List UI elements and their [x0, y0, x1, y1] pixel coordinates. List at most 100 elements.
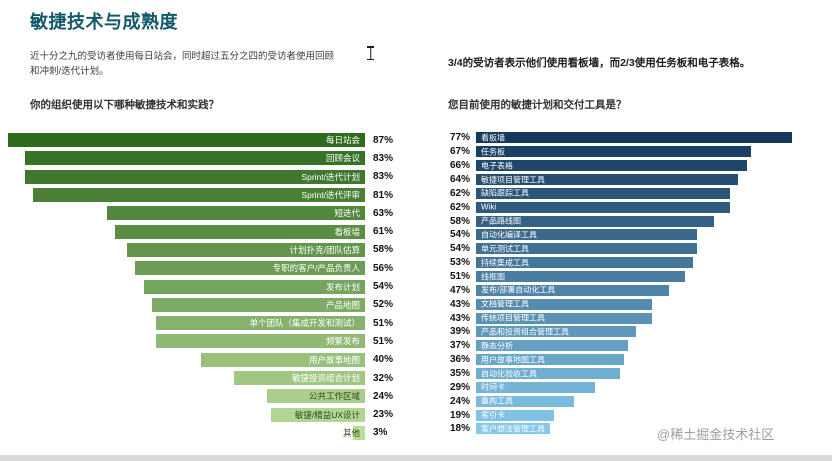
- bar-label: 产品地图: [325, 299, 360, 310]
- bar-row: 43% 传统项目管理工具: [444, 311, 828, 325]
- bar-track: Sprint/迭代计划: [8, 169, 365, 184]
- bar-value: 87%: [373, 134, 394, 146]
- bar-label: 索引卡: [481, 410, 505, 420]
- bar-row: 67% 任务板: [444, 145, 828, 159]
- bar-value: 58%: [449, 215, 470, 227]
- bar-track: 敏捷投资组合计划: [8, 371, 365, 385]
- bar-row: 64% 敏捷项目管理工具: [444, 173, 828, 187]
- bar: 重构工具: [476, 395, 575, 407]
- bar: 敏捷投资组合计划: [233, 371, 365, 385]
- bar-track: 用户故事地图: [8, 352, 365, 367]
- bar-track: 敏捷/精益UX设计: [8, 407, 365, 422]
- bar: 单个团队（集成开发和测试）: [155, 316, 365, 331]
- bar-label: 看板墙: [481, 133, 505, 143]
- bar-label: 计划扑克/团队估算: [289, 244, 360, 255]
- bar-value: 19%: [449, 409, 470, 421]
- bar-label: Wiki: [481, 202, 497, 212]
- bar-track: 其他: [8, 425, 365, 440]
- bar-label: 线框图: [481, 272, 505, 282]
- bar: 用户故事地图工具: [476, 354, 624, 366]
- bar-label: 短迭代: [334, 208, 360, 219]
- bar-track: 看板墙: [8, 224, 365, 239]
- bar-value: 43%: [449, 312, 470, 324]
- bar-row: 58% 产品路线图: [444, 214, 828, 228]
- bar-track: 产品地图: [8, 297, 365, 312]
- bar-value: 63%: [373, 207, 394, 219]
- bar-row: 36% 用户故事地图工具: [444, 353, 828, 367]
- bar-row: 51% 线框图: [444, 270, 828, 284]
- bar-label: 自动化验收工具: [481, 369, 537, 379]
- bar-row: 54% 自动化编译工具: [444, 228, 828, 242]
- bar: 产品路线图: [476, 215, 714, 227]
- bar-value: 32%: [373, 372, 394, 384]
- bar-row: 敏捷/精益UX设计 23%: [8, 405, 408, 423]
- bar: 发布计划: [143, 279, 365, 294]
- bar-row: 62% Wiki: [444, 200, 828, 214]
- bar-label: 敏捷/精益UX设计: [294, 409, 360, 420]
- bar: 回顾会议: [24, 151, 365, 166]
- right-chart-heading: 您目前使用的敏捷计划和交付工具是？: [448, 99, 627, 111]
- bar-label: Sprint/迭代评审: [301, 190, 360, 201]
- bar-label: 单元测试工具: [481, 244, 529, 254]
- bar: Sprint/迭代计划: [24, 169, 365, 184]
- bar: 频繁发布: [155, 334, 365, 349]
- bar: 短迭代: [106, 206, 365, 221]
- bar: 线框图: [476, 271, 686, 283]
- bar: 单元测试工具: [476, 243, 698, 255]
- bar-value: 61%: [373, 226, 394, 238]
- bar: 计划扑克/团队估算: [127, 242, 365, 257]
- bar-row: 单个团队（集成开发和测试） 51%: [8, 314, 408, 332]
- bar-row: 53% 持续集成工具: [444, 256, 828, 270]
- bar-row: 专职的客户/产品负责人 56%: [8, 259, 408, 277]
- bar-value: 53%: [449, 257, 470, 269]
- bar-label: 缺陷跟踪工具: [481, 188, 529, 198]
- bar-track: 回顾会议: [8, 151, 365, 166]
- bar-row: 19% 索引卡: [444, 408, 828, 422]
- bar: 传统项目管理工具: [476, 312, 653, 324]
- bar-value: 35%: [449, 368, 470, 380]
- bar-label: 传统项目管理工具: [481, 313, 545, 323]
- bar-label: 发布计划: [325, 281, 360, 292]
- bar-label: 用户故事地图: [308, 354, 360, 365]
- bar-value: 24%: [449, 395, 470, 407]
- bar-value: 66%: [449, 160, 470, 172]
- bar-label: 发布/部署自动化工具: [481, 285, 556, 295]
- bar-label: 文档管理工具: [481, 299, 529, 309]
- bar-row: 计划扑克/团队估算 58%: [8, 241, 408, 259]
- bar-label: 重构工具: [481, 396, 513, 406]
- bar-value: 81%: [373, 189, 394, 201]
- bar-track: Sprint/迭代评审: [8, 188, 365, 203]
- bar-row: 短迭代 63%: [8, 204, 408, 222]
- bar-label: 时间卡: [481, 382, 505, 392]
- bar-value: 51%: [373, 317, 394, 329]
- bar-value: 51%: [373, 335, 394, 347]
- bar-track: 频繁发布: [8, 334, 365, 349]
- bar: Wiki: [476, 201, 731, 213]
- bar-value: 52%: [373, 299, 394, 311]
- bar: 产品地图: [151, 297, 365, 312]
- bar: 发布/部署自动化工具: [476, 284, 669, 296]
- bar: 时间卡: [476, 381, 595, 393]
- bar-value: 23%: [373, 409, 394, 421]
- bar-row: Sprint/迭代计划 83%: [8, 168, 408, 186]
- bar-label: 电子表格: [481, 161, 513, 171]
- bar-row: 频繁发布 51%: [8, 332, 408, 350]
- bar-row: 47% 发布/部署自动化工具: [444, 283, 828, 297]
- bar: 产品和投资组合管理工具: [476, 326, 636, 338]
- bar-row: 18% 客户想法管理工具: [444, 422, 828, 436]
- bar-label: 自动化编译工具: [481, 230, 537, 240]
- bar-row: 产品地图 52%: [8, 296, 408, 314]
- bar: 缺陷跟踪工具: [476, 187, 731, 199]
- bar-row: 43% 文档管理工具: [444, 297, 828, 311]
- bar: 文档管理工具: [476, 298, 653, 310]
- bar: 看板墙: [114, 224, 365, 239]
- text-cursor-icon: [366, 46, 375, 60]
- bar: 每日站会: [8, 133, 365, 148]
- bar: 自动化编译工具: [476, 229, 698, 241]
- bottom-strip: [0, 455, 832, 461]
- bar-track: 计划扑克/团队估算: [8, 242, 365, 257]
- bar-label: 每日站会: [325, 135, 360, 146]
- bar-row: 54% 单元测试工具: [444, 242, 828, 256]
- bar-label: 产品路线图: [481, 216, 521, 226]
- bar-row: 看板墙 61%: [8, 222, 408, 240]
